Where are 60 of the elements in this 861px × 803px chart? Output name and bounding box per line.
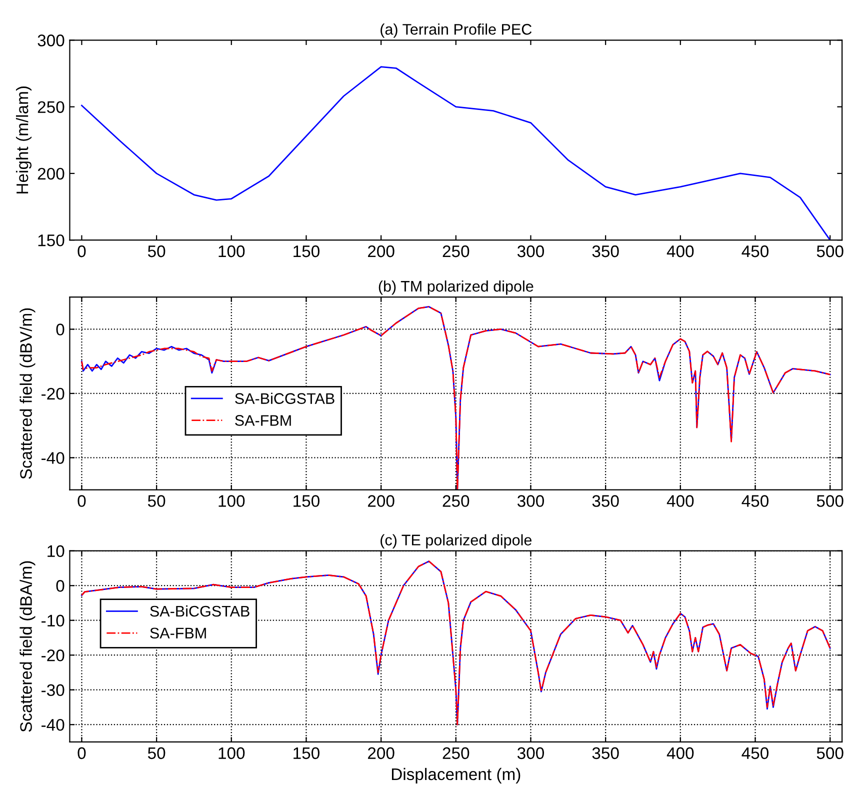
x-tick-label: 300 [517, 747, 544, 760]
x-tick-label: 450 [742, 245, 768, 258]
x-tick-label: 400 [666, 747, 694, 760]
x-tick-label: 400 [666, 245, 694, 258]
x-tick-label: 300 [517, 245, 544, 258]
x-tick-label: 500 [816, 245, 844, 258]
x-tick-label: 50 [148, 245, 166, 258]
chart-title: (a) Terrain Profile PEC [380, 24, 532, 38]
y-axis-title: Height (m/lam) [16, 86, 32, 194]
x-tick-label: 250 [442, 245, 470, 258]
x-tick-label: 300 [517, 495, 544, 507]
y-tick-label: 300 [38, 34, 64, 46]
x-tick-label: 200 [368, 245, 394, 258]
line-series [81, 306, 831, 490]
chart-title: (c) TE polarized dipole [380, 534, 532, 548]
y-tick-label: 250 [38, 101, 64, 113]
y-tick-label: 200 [38, 168, 64, 180]
y-tick-label: -30 [42, 684, 64, 696]
line-series [81, 66, 831, 240]
x-tick-label: 100 [218, 495, 245, 507]
y-tick-label: -20 [42, 388, 64, 400]
x-tick-label: 250 [442, 747, 470, 760]
x-tick-label: 450 [742, 747, 768, 760]
line-series [81, 560, 831, 726]
x-tick-label: 150 [294, 245, 320, 258]
x-tick-label: 50 [148, 495, 166, 507]
y-axis-title: Scattered field (dBV/m) [20, 308, 36, 479]
legend-label: SA-FBM [150, 628, 206, 639]
x-tick-label: 500 [816, 495, 844, 507]
legend-label: SA-BiCGSTAB [150, 605, 250, 617]
x-tick-label: 350 [592, 495, 619, 507]
x-tick-label: 0 [78, 747, 86, 760]
x-tick-label: 0 [78, 245, 86, 258]
legend-label: SA-BiCGSTAB [235, 392, 334, 404]
x-tick-label: 350 [592, 747, 619, 760]
y-tick-label: 150 [38, 234, 64, 246]
y-tick-label: 0 [56, 580, 64, 592]
y-tick-label: -20 [42, 650, 64, 662]
x-tick-label: 350 [592, 245, 619, 258]
x-tick-label: 100 [218, 245, 245, 258]
x-tick-label: 0 [78, 495, 86, 507]
x-tick-label: 200 [368, 495, 394, 507]
x-tick-label: 500 [816, 747, 844, 760]
y-tick-label: 0 [56, 324, 64, 336]
chart-title: (b) TM polarized dipole [378, 280, 534, 295]
x-tick-label: 400 [666, 495, 694, 507]
x-tick-label: 200 [368, 747, 394, 760]
x-tick-label: 150 [294, 747, 320, 760]
y-axis-title: Scattered field (dBA/m) [20, 561, 36, 732]
x-tick-label: 250 [442, 495, 470, 507]
x-tick-label: 150 [294, 495, 320, 507]
x-tick-label: 450 [742, 495, 768, 507]
x-tick-label: 50 [148, 747, 166, 760]
y-tick-label: -10 [42, 614, 64, 627]
x-tick-label: 100 [218, 747, 245, 760]
x-axis-title: Displacement (m) [392, 768, 520, 784]
y-tick-label: 10 [48, 545, 64, 558]
y-tick-label: -40 [42, 452, 64, 464]
legend-label: SA-FBM [235, 415, 291, 426]
y-tick-label: -40 [42, 719, 64, 731]
